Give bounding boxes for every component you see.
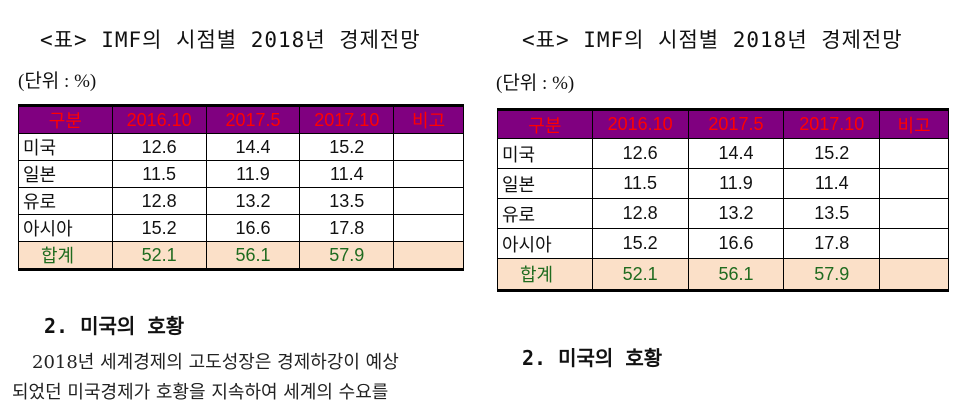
cell-note	[879, 198, 949, 229]
row-label: 유로	[497, 198, 593, 229]
cell-note	[393, 160, 464, 188]
left-table-title: <표> IMF의 시점별 2018년 경제전망	[40, 28, 421, 52]
total-value: 56.1	[687, 258, 785, 291]
table-header-row: 구분 2016.10 2017.5 2017.10 비고	[497, 109, 949, 139]
left-forecast-table: 구분 2016.10 2017.5 2017.10 비고 미국 12.6 14.…	[18, 104, 464, 271]
header-note: 비고	[393, 105, 464, 134]
cell-value: 13.2	[205, 187, 301, 215]
header-category: 구분	[497, 109, 593, 139]
total-value: 56.1	[205, 241, 301, 270]
cell-value: 17.8	[299, 214, 395, 242]
table-row: 아시아 15.2 16.6 17.8	[497, 228, 949, 259]
total-note	[393, 241, 464, 270]
row-label: 일본	[497, 168, 593, 199]
left-paragraph-line-2: 되었던 미국경제가 호황을 지속하여 세계의 수요를	[12, 382, 389, 403]
cell-value: 12.6	[111, 133, 207, 161]
cell-value: 16.6	[205, 214, 301, 242]
total-label: 합계	[497, 258, 593, 291]
total-value: 52.1	[111, 241, 207, 270]
cell-value: 15.2	[591, 228, 689, 259]
header-2017-10: 2017.10	[299, 105, 395, 134]
table-header-row: 구분 2016.10 2017.5 2017.10 비고	[18, 105, 464, 134]
cell-value: 12.8	[591, 198, 689, 229]
cell-note	[879, 228, 949, 259]
row-label: 아시아	[18, 214, 113, 242]
cell-value: 11.9	[205, 160, 301, 188]
header-2017-5: 2017.5	[687, 109, 785, 139]
cell-value: 16.6	[687, 228, 785, 259]
right-unit-label: (단위 : %)	[496, 73, 575, 94]
right-section-heading: 2. 미국의 호황	[522, 346, 663, 370]
row-label: 유로	[18, 187, 113, 215]
table-row: 유로 12.8 13.2 13.5	[497, 198, 949, 229]
total-label: 합계	[18, 241, 113, 270]
cell-value: 12.8	[111, 187, 207, 215]
cell-note	[879, 138, 949, 169]
cell-value: 11.5	[111, 160, 207, 188]
left-section-heading: 2. 미국의 호황	[44, 314, 185, 338]
table-row: 유로 12.8 13.2 13.5	[18, 187, 464, 215]
row-label: 미국	[497, 138, 593, 169]
header-2016-10: 2016.10	[111, 105, 207, 134]
cell-value: 14.4	[687, 138, 785, 169]
table-row: 미국 12.6 14.4 15.2	[18, 133, 464, 161]
cell-value: 15.2	[299, 133, 395, 161]
right-table-title: <표> IMF의 시점별 2018년 경제전망	[522, 28, 903, 52]
left-unit-label: (단위 : %)	[18, 71, 97, 92]
left-paragraph-line-1: 2018년 세계경제의 고도성장은 경제하강이 예상	[32, 352, 399, 373]
cell-value: 11.4	[299, 160, 395, 188]
total-value: 57.9	[783, 258, 881, 291]
cell-value: 14.4	[205, 133, 301, 161]
right-forecast-table: 구분 2016.10 2017.5 2017.10 비고 미국 12.6 14.…	[497, 108, 949, 292]
total-value: 52.1	[591, 258, 689, 291]
total-row: 합계 52.1 56.1 57.9	[497, 258, 949, 291]
table-row: 아시아 15.2 16.6 17.8	[18, 214, 464, 242]
cell-value: 15.2	[783, 138, 881, 169]
cell-value: 12.6	[591, 138, 689, 169]
total-row: 합계 52.1 56.1 57.9	[18, 241, 464, 270]
cell-value: 13.5	[299, 187, 395, 215]
row-label: 미국	[18, 133, 113, 161]
cell-value: 13.5	[783, 198, 881, 229]
table-row: 미국 12.6 14.4 15.2	[497, 138, 949, 169]
cell-note	[879, 168, 949, 199]
cell-value: 11.9	[687, 168, 785, 199]
cell-value: 15.2	[111, 214, 207, 242]
row-label: 아시아	[497, 228, 593, 259]
total-value: 57.9	[299, 241, 395, 270]
header-2016-10: 2016.10	[591, 109, 689, 139]
cell-value: 13.2	[687, 198, 785, 229]
total-note	[879, 258, 949, 291]
cell-note	[393, 187, 464, 215]
cell-value: 11.4	[783, 168, 881, 199]
cell-value: 11.5	[591, 168, 689, 199]
row-label: 일본	[18, 160, 113, 188]
table-row: 일본 11.5 11.9 11.4	[18, 160, 464, 188]
header-category: 구분	[18, 105, 113, 134]
cell-note	[393, 133, 464, 161]
header-2017-10: 2017.10	[783, 109, 881, 139]
table-row: 일본 11.5 11.9 11.4	[497, 168, 949, 199]
cell-note	[393, 214, 464, 242]
header-note: 비고	[879, 109, 949, 139]
header-2017-5: 2017.5	[205, 105, 301, 134]
cell-value: 17.8	[783, 228, 881, 259]
